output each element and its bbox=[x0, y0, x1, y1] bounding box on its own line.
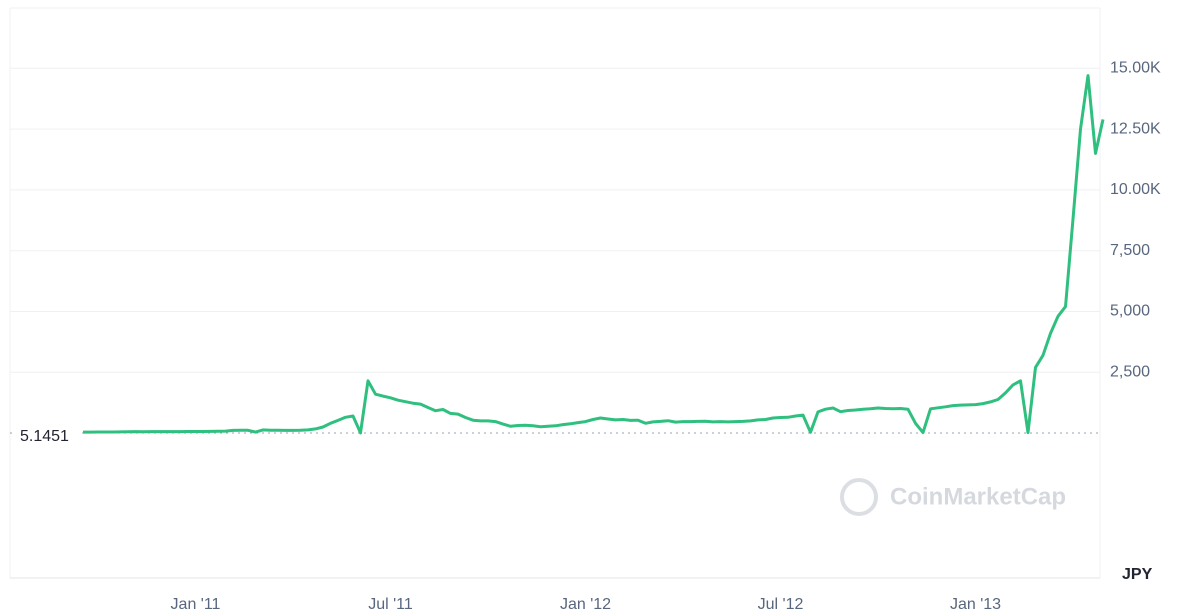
watermark-text: CoinMarketCap bbox=[890, 483, 1066, 510]
x-tick-label: Jan '12 bbox=[560, 596, 611, 613]
x-tick-label: Jul '11 bbox=[368, 596, 413, 613]
price-line bbox=[83, 74, 1105, 435]
y-tick-label: 15.00K bbox=[1110, 60, 1161, 77]
x-tick-label: Jan '11 bbox=[171, 596, 221, 613]
y-tick-label: 7,500 bbox=[1110, 242, 1150, 259]
x-tick-label: Jan '13 bbox=[950, 596, 1001, 613]
y-tick-label: 2,500 bbox=[1110, 363, 1150, 380]
baseline-label-bg bbox=[14, 421, 80, 444]
watermark-logo bbox=[840, 478, 878, 516]
watermark: CoinMarketCap bbox=[840, 478, 1066, 516]
x-tick-label: Jul '12 bbox=[758, 596, 804, 613]
y-tick-label: 10.00K bbox=[1110, 181, 1161, 198]
y-tick-label: 5,000 bbox=[1110, 303, 1150, 320]
y-tick-label: 12.50K bbox=[1110, 120, 1161, 137]
currency-label: JPY bbox=[1122, 566, 1153, 583]
baseline-label: 5.1451 bbox=[20, 428, 69, 445]
